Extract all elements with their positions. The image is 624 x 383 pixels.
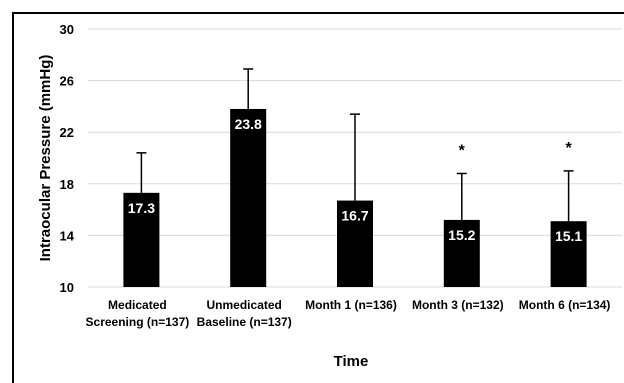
y-tick-label: 10 xyxy=(60,280,74,295)
bar-value-label: 23.8 xyxy=(235,116,262,132)
y-axis-ticks: 10 14 18 22 26 30 xyxy=(60,22,75,295)
bar-chart: 10 14 18 22 26 30 17.3 23.8 16.7 15.2 * 15.1 * Medi… xyxy=(0,0,624,371)
y-tick-label: 30 xyxy=(60,22,74,37)
bar-value-label: 15.1 xyxy=(555,228,582,244)
x-axis-title: Time xyxy=(334,353,369,370)
significance-marker: * xyxy=(565,140,572,157)
x-category-label: Month 3 (n=132) xyxy=(412,298,504,312)
x-category-label: Baseline (n=137) xyxy=(197,315,292,329)
y-tick-label: 22 xyxy=(60,125,74,140)
x-category-label: Unmedicated xyxy=(207,298,282,312)
x-category-label: Month 1 (n=136) xyxy=(305,298,397,312)
y-tick-label: 18 xyxy=(60,177,74,192)
bar-value-label: 15.2 xyxy=(448,227,475,243)
y-tick-label: 26 xyxy=(60,74,74,89)
bar-value-label: 17.3 xyxy=(128,200,155,216)
significance-marker: * xyxy=(459,142,466,159)
bars: 17.3 23.8 16.7 15.2 * 15.1 * xyxy=(123,69,586,287)
y-axis-title: Intraocular Pressure (mmHg) xyxy=(37,55,54,262)
x-category-label: Medicated xyxy=(108,298,167,312)
x-category-label: Month 6 (n=134) xyxy=(519,298,611,312)
x-axis-categories: Medicated Screening (n=137) Unmedicated Bas… xyxy=(86,298,611,329)
y-tick-label: 14 xyxy=(60,228,75,243)
x-category-label: Screening (n=137) xyxy=(86,315,190,329)
bar-value-label: 16.7 xyxy=(341,208,368,224)
bar xyxy=(230,109,266,287)
